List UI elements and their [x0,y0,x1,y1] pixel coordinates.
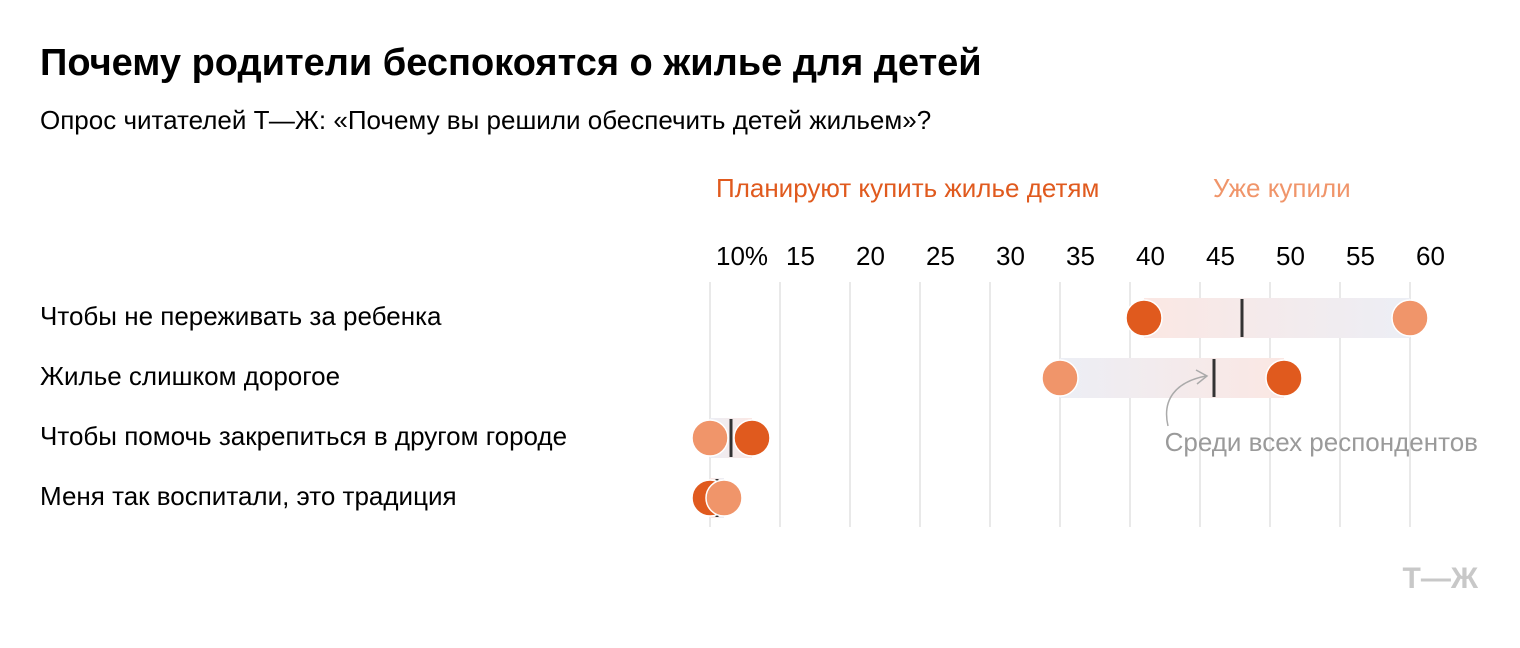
dot [1041,359,1079,397]
dot [691,419,729,457]
dot [1391,299,1429,337]
range-band [1144,298,1410,338]
row-label: Чтобы не переживать за ребенка [40,301,442,331]
x-tick-label: 45 [1206,241,1235,271]
x-tick-label: 60 [1416,241,1445,271]
x-tick-label: 40 [1136,241,1165,271]
x-tick-label: 15 [786,241,815,271]
dot [1265,359,1303,397]
x-tick-label: 30 [996,241,1025,271]
annotation-arrow [1165,375,1207,427]
logo: Т—Ж [1403,562,1479,595]
x-tick-label: 35 [1066,241,1095,271]
row-label: Меня так воспитали, это традиция [40,481,457,511]
x-tick-label: 55 [1346,241,1375,271]
legend-label: Уже купили [1213,173,1351,203]
dot [733,419,771,457]
x-tick-label: 10% [716,241,768,271]
chart-subtitle: Опрос читателей Т—Ж: «Почему вы решили о… [40,105,931,135]
x-tick-label: 20 [856,241,885,271]
legend-label: Планируют купить жилье детям [716,173,1099,203]
chart-title: Почему родители беспокоятся о жилье для … [40,42,982,84]
dot [1125,299,1163,337]
dot [705,479,743,517]
row-label: Жилье слишком дорогое [40,361,340,391]
x-tick-label: 50 [1276,241,1305,271]
annotation: Среди всех респондентов [1165,427,1478,457]
row-label: Чтобы помочь закрепиться в другом городе [40,421,567,451]
annotation-arrowhead [1195,369,1209,385]
x-tick-label: 25 [926,241,955,271]
range-band [1060,358,1284,398]
